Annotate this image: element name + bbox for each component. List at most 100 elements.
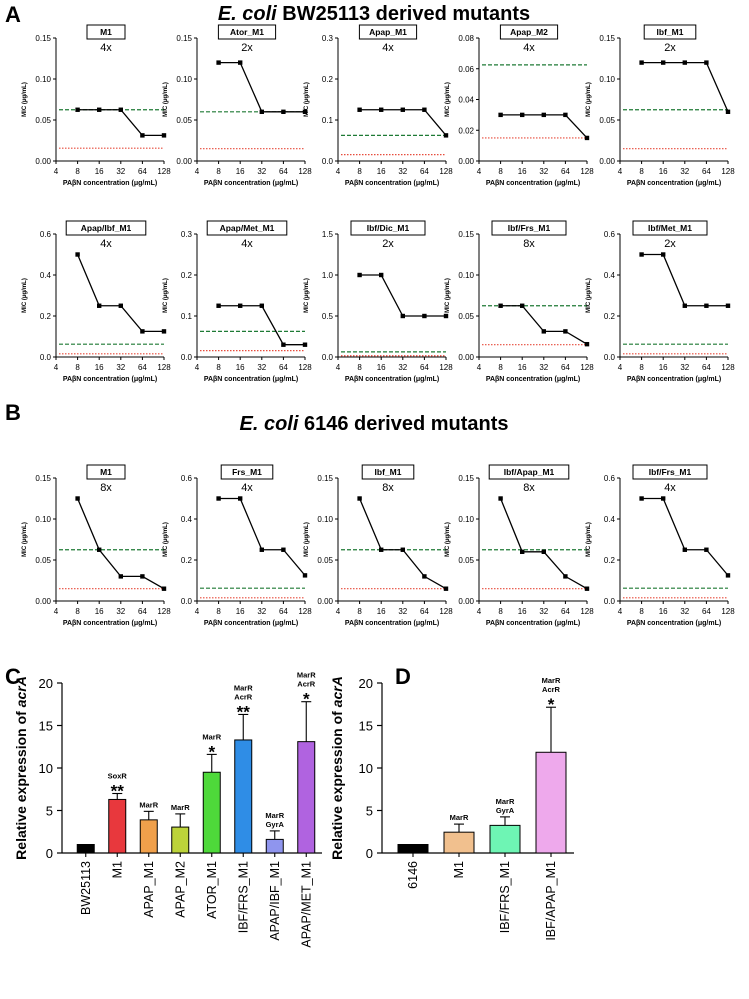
y-tick-label: 20 bbox=[39, 676, 53, 691]
x-tick-label: 16 bbox=[95, 363, 104, 372]
x-tick-label: 8 bbox=[75, 363, 80, 372]
data-point bbox=[639, 252, 644, 257]
panel-label-d: D bbox=[395, 664, 411, 689]
bar bbox=[108, 798, 127, 854]
chart-title: Apap/Ibf_M1 bbox=[81, 223, 132, 233]
bar bbox=[171, 826, 190, 854]
data-point bbox=[140, 574, 145, 579]
data-point bbox=[161, 329, 167, 334]
data-point bbox=[357, 496, 362, 501]
chart-title-box bbox=[499, 24, 559, 40]
data-point bbox=[682, 547, 687, 552]
panel-label-a: A bbox=[5, 2, 21, 27]
bar bbox=[489, 824, 521, 854]
y-tick-label: 0.6 bbox=[604, 230, 616, 239]
x-tick-label: 32 bbox=[257, 167, 266, 176]
x-tick-label: 16 bbox=[236, 607, 245, 616]
y-axis-label-gene: acrA bbox=[13, 676, 29, 707]
y-tick-label: 0.10 bbox=[35, 515, 51, 524]
fold-change-label: 2x bbox=[241, 42, 253, 54]
fold-change-label: 2x bbox=[664, 42, 676, 54]
y-tick-label: 0.6 bbox=[40, 230, 52, 239]
bar bbox=[202, 771, 221, 854]
data-point bbox=[400, 547, 405, 552]
data-point bbox=[498, 303, 503, 308]
y-tick-label: 0.4 bbox=[604, 515, 616, 524]
mutation-annotation: MarR bbox=[139, 800, 158, 809]
y-axis-label: Relative expression of acrA bbox=[13, 676, 29, 860]
data-point bbox=[281, 342, 286, 347]
data-point bbox=[281, 547, 286, 552]
data-point bbox=[422, 107, 427, 112]
fold-change-label: 4x bbox=[100, 238, 112, 250]
x-axis-label: PAβN concentration (μg/mL) bbox=[63, 376, 157, 383]
x-axis-label: PAβN concentration (μg/mL) bbox=[627, 620, 721, 627]
data-point bbox=[584, 135, 590, 141]
y-tick-label: 0.4 bbox=[604, 271, 616, 280]
y-tick-label: 0.2 bbox=[604, 556, 616, 565]
x-tick-label: 4 bbox=[618, 363, 623, 372]
y-axis-label: MIC (μg/mL) bbox=[445, 278, 451, 313]
x-tick-label: 64 bbox=[279, 363, 288, 372]
bar bbox=[265, 838, 284, 854]
x-tick-label: 64 bbox=[420, 607, 429, 616]
x-tick-label: 4 bbox=[195, 167, 200, 176]
data-point bbox=[400, 107, 405, 112]
data-point bbox=[541, 112, 546, 118]
x-tick-label: 8 bbox=[639, 363, 644, 372]
x-tick-label: 4 bbox=[54, 167, 59, 176]
y-tick-label: 0.2 bbox=[181, 271, 193, 280]
data-point bbox=[704, 303, 709, 308]
y-tick-label: 0.3 bbox=[181, 230, 193, 239]
y-tick-label: 0.05 bbox=[458, 312, 474, 321]
y-tick-label: 0.15 bbox=[35, 34, 51, 43]
y-tick-label: 20 bbox=[359, 676, 373, 691]
data-point bbox=[520, 112, 525, 118]
x-tick-label: 16 bbox=[377, 167, 386, 176]
mic-series-line bbox=[218, 61, 305, 113]
category-label: IBF/FRS_M1 bbox=[498, 861, 512, 933]
chart-title: Ibf/Dic_M1 bbox=[367, 223, 410, 233]
x-tick-label: 32 bbox=[539, 607, 548, 616]
data-point bbox=[75, 107, 80, 112]
data-point bbox=[563, 112, 568, 118]
category-label: M1 bbox=[110, 861, 124, 878]
y-tick-label: 0.00 bbox=[599, 157, 615, 166]
x-tick-label: 4 bbox=[54, 607, 59, 616]
x-tick-label: 128 bbox=[298, 363, 312, 372]
y-tick-label: 0.00 bbox=[176, 157, 192, 166]
x-axis-label: PAβN concentration (μg/mL) bbox=[204, 180, 298, 187]
x-tick-label: 64 bbox=[279, 167, 288, 176]
x-tick-label: 8 bbox=[357, 363, 362, 372]
y-tick-label: 0.15 bbox=[176, 34, 192, 43]
x-axis-label: PAβN concentration (μg/mL) bbox=[486, 620, 580, 627]
data-point bbox=[302, 573, 308, 578]
mutation-annotation: AcrR bbox=[297, 680, 316, 689]
chart-title-box bbox=[217, 24, 277, 40]
y-axis-label: MIC (μg/mL) bbox=[445, 82, 451, 117]
significance-stars: * bbox=[303, 690, 310, 709]
x-tick-label: 4 bbox=[477, 167, 482, 176]
x-tick-label: 4 bbox=[336, 167, 341, 176]
chart-title: M1 bbox=[100, 467, 112, 477]
chart-title-box bbox=[643, 24, 697, 40]
data-point bbox=[238, 496, 243, 501]
y-tick-label: 0.05 bbox=[35, 116, 51, 125]
chart-title-box bbox=[361, 464, 415, 480]
x-tick-label: 8 bbox=[498, 363, 503, 372]
chart-title-box bbox=[491, 220, 567, 236]
mutation-annotation: MarR bbox=[542, 676, 561, 685]
bar bbox=[139, 819, 158, 854]
section-title-a: E. coli BW25113 derived mutants bbox=[218, 3, 530, 25]
chart-title-box bbox=[65, 220, 147, 236]
x-tick-label: 4 bbox=[336, 607, 341, 616]
fold-change-label: 4x bbox=[241, 238, 253, 250]
y-axis-label: MIC (μg/mL) bbox=[22, 82, 28, 117]
data-point bbox=[357, 107, 362, 112]
y-tick-label: 1.0 bbox=[322, 271, 334, 280]
y-tick-label: 0.15 bbox=[317, 474, 333, 483]
